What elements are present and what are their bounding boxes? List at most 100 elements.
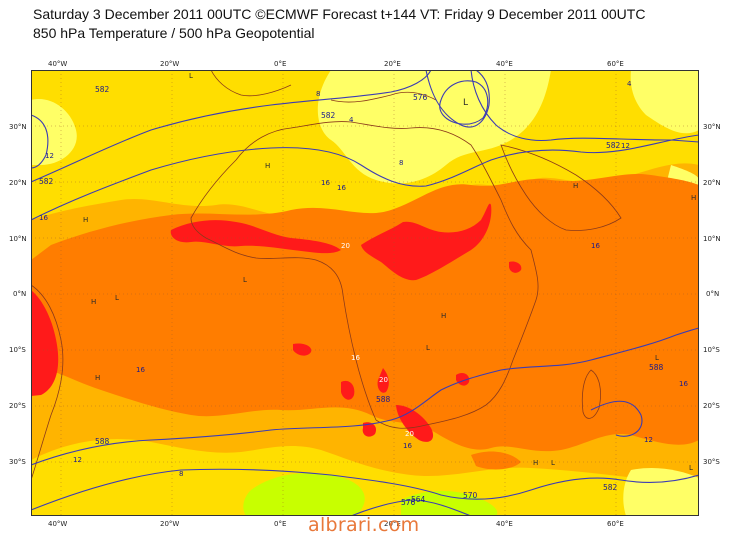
isotherm-label: 4	[349, 116, 354, 124]
contour-576-south	[350, 499, 472, 517]
isotherm-label: 12	[644, 436, 653, 444]
coastline-arabia	[500, 144, 622, 231]
isotherm-label: 8	[316, 90, 320, 98]
isotherm-label: 16	[591, 242, 600, 250]
contour-label: 582	[603, 483, 618, 492]
isotherm-fill-red-sahel-west	[170, 220, 341, 254]
low-pressure-mark: L	[115, 294, 119, 302]
isotherm-label: 16	[136, 366, 145, 374]
coastline-mediterranean	[330, 91, 437, 103]
isotherm-fill-orange-south-2	[471, 451, 521, 470]
lon-tick-bottom-0e: 0°E	[274, 520, 287, 528]
isotherm-label: 16	[39, 214, 48, 222]
contour-label: 588	[649, 363, 664, 372]
high-pressure-mark: H	[573, 182, 578, 190]
low-pressure-mark: L	[655, 354, 659, 362]
high-pressure-mark: H	[533, 459, 538, 467]
watermark-text: albrari.com	[308, 514, 420, 536]
isotherm-fill-red-south-3	[341, 380, 355, 400]
lon-tick-top-20w: 20°W	[160, 60, 180, 68]
isotherm-fill-red-west-coast	[31, 290, 59, 396]
isotherm-label: 16	[403, 442, 412, 450]
lon-tick-top-60e: 60°E	[607, 60, 624, 68]
isotherm-fill-pale-north-2	[630, 70, 699, 134]
low-pressure-mark: L	[243, 276, 247, 284]
coastline-south-america	[30, 284, 64, 481]
high-pressure-mark: H	[441, 312, 446, 320]
lat-tick-right-10s: 10°S	[703, 346, 720, 354]
high-pressure-mark: H	[265, 162, 270, 170]
lon-tick-bottom-20e: 20°E	[384, 520, 401, 528]
lat-tick-left-10s: 10°S	[9, 346, 26, 354]
low-pressure-mark: L	[551, 459, 555, 467]
isotherm-label: 12	[73, 456, 82, 464]
lon-tick-top-40e: 40°E	[496, 60, 513, 68]
lat-tick-left-10n: 10°N	[9, 235, 27, 243]
lat-tick-right-10n: 10°N	[703, 235, 721, 243]
lat-tick-left-20s: 20°S	[9, 402, 26, 410]
weather-map[interactable]: 582 582 582 576 582 588 588 588 582 576 …	[30, 69, 700, 517]
contour-582-north	[30, 69, 432, 183]
coastline-iberia	[210, 69, 292, 97]
isotherm-label-group: 12 16 16 16 16 20 20 16 16 20 16 12 8 4 …	[39, 80, 688, 478]
isotherm-fill-red-south-6	[509, 261, 522, 273]
low-pressure-mark: L	[426, 344, 430, 352]
lat-tick-right-20s: 20°S	[703, 402, 720, 410]
contour-southeast-loop	[590, 400, 643, 437]
high-pressure-mark: H	[95, 374, 100, 382]
isotherm-fill-pale-north-3	[31, 99, 77, 165]
contour-label: 576	[401, 498, 416, 507]
isotherm-label: 20	[341, 242, 350, 250]
isotherm-label: 16	[351, 354, 360, 362]
lon-tick-top-40w: 40°W	[48, 60, 68, 68]
isotherm-fill-yellow-south	[31, 439, 699, 516]
lon-tick-bottom-60e: 60°E	[607, 520, 624, 528]
coastlines	[30, 69, 622, 481]
isotherm-label: 12	[621, 142, 630, 150]
contour-label: 582	[321, 111, 336, 120]
contour-label: 570	[463, 491, 478, 500]
map-border	[31, 70, 699, 516]
graticule	[31, 70, 699, 516]
lon-tick-bottom-40w: 40°W	[48, 520, 68, 528]
contour-588-north	[30, 134, 700, 221]
chart-title-line-1: Saturday 3 December 2011 00UTC ©ECMWF Fo…	[33, 6, 646, 22]
contour-588-south	[30, 327, 700, 466]
low-pressure-mark: L	[689, 464, 693, 472]
contour-582-south	[30, 468, 700, 511]
geopotential-contours	[30, 69, 700, 517]
lat-tick-left-30s: 30°S	[9, 458, 26, 466]
low-pressure-mark: L	[189, 72, 193, 80]
isotherm-fill-red-south-5	[293, 343, 312, 356]
lat-tick-right-20n: 20°N	[703, 179, 721, 187]
low-pressure-mark: L	[463, 98, 468, 108]
lat-tick-left-0n: 0°N	[13, 290, 27, 298]
high-pressure-mark: H	[691, 194, 696, 202]
lon-tick-top-0e: 0°E	[274, 60, 287, 68]
isotherm-fill-red-south-1	[377, 368, 389, 393]
coastline-madagascar	[581, 369, 601, 419]
isotherm-label: 20	[379, 376, 388, 384]
contour-570-closed	[439, 80, 489, 125]
lat-tick-right-0n: 0°N	[706, 290, 720, 298]
contour-582-north-east	[470, 69, 700, 143]
isotherm-label: 12	[45, 152, 54, 160]
contour-closed-west	[30, 114, 49, 169]
contour-label: 582	[95, 85, 110, 94]
contour-label: 564	[411, 495, 426, 504]
isotherm-label: 16	[679, 380, 688, 388]
lat-tick-right-30n: 30°N	[703, 123, 721, 131]
high-pressure-mark: H	[91, 298, 96, 306]
contour-label: 576	[413, 93, 428, 102]
isotherm-label: 8	[179, 470, 183, 478]
contour-label: 588	[376, 395, 391, 404]
contour-576-trough	[425, 69, 490, 128]
lon-tick-top-20e: 20°E	[384, 60, 401, 68]
isotherm-fill-lime-south-1	[243, 473, 365, 516]
lon-tick-bottom-40e: 40°E	[496, 520, 513, 528]
isotherm-fill-pale-south	[623, 467, 699, 516]
lat-tick-left-20n: 20°N	[9, 179, 27, 187]
contour-label-group: 582 582 582 576 582 588 588 588 582 576 …	[39, 85, 664, 507]
contour-label: 588	[95, 437, 110, 446]
chart-title-line-2: 850 hPa Temperature / 500 hPa Geopotenti…	[33, 25, 315, 41]
